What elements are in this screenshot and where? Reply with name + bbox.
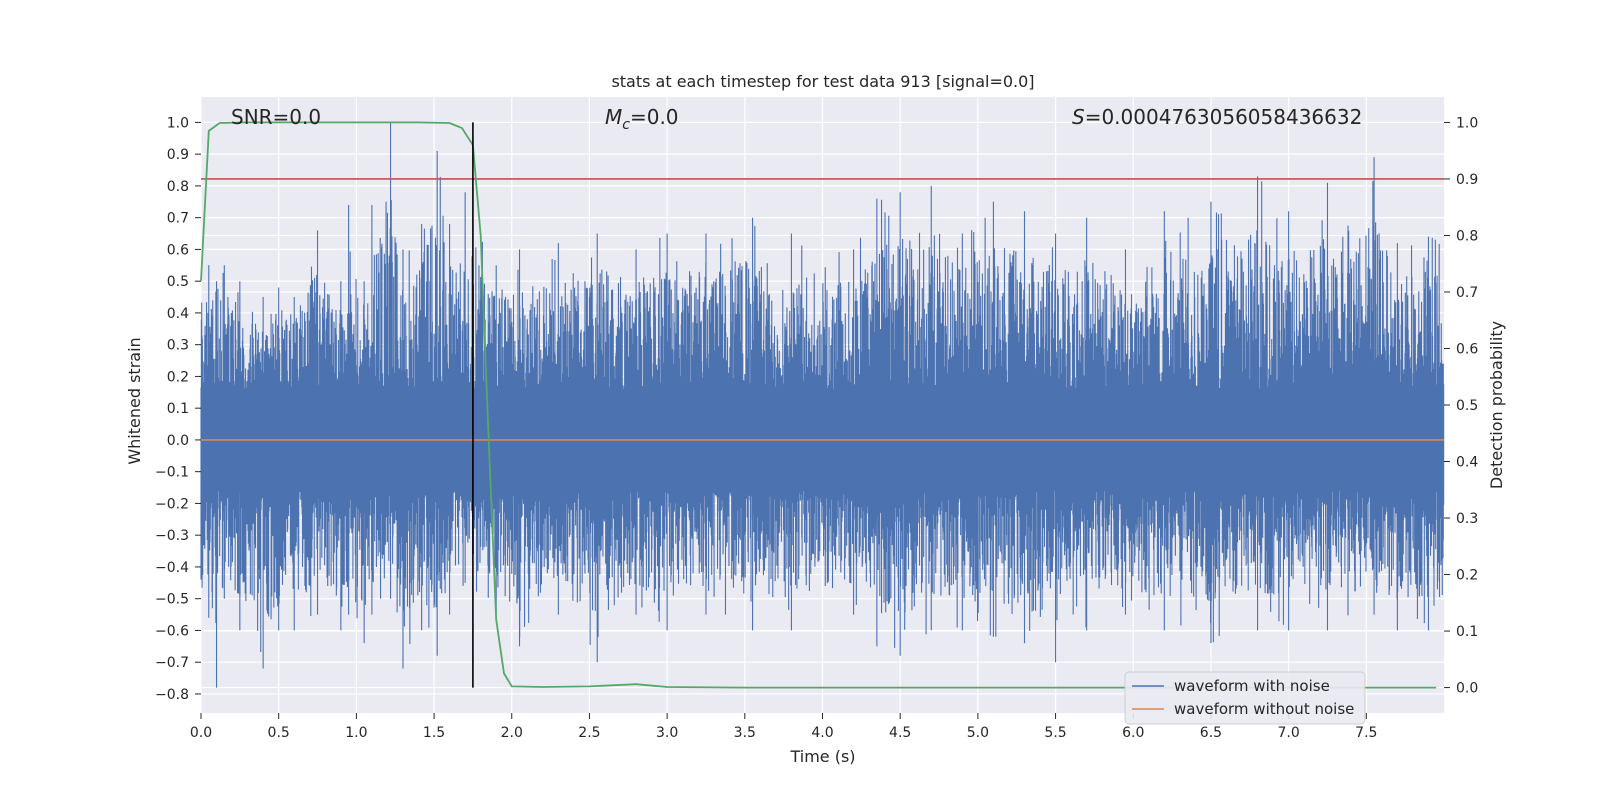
y-tick-label: −0.7 xyxy=(155,655,189,671)
x-tick-label: 3.5 xyxy=(734,725,756,741)
right-y-axis-label: Detection probability xyxy=(1487,321,1506,489)
y-tick-label: −0.1 xyxy=(155,465,189,481)
right-y-tick-label: 0.8 xyxy=(1456,228,1478,244)
x-tick-label: 2.5 xyxy=(578,725,600,741)
y-tick-label: 0.6 xyxy=(167,242,189,258)
right-y-tick-label: 0.3 xyxy=(1456,511,1478,527)
right-y-tick-label: 0.4 xyxy=(1456,455,1478,471)
x-tick-label: 5.5 xyxy=(1044,725,1066,741)
detection-probability-series xyxy=(200,121,1437,689)
x-tick-label: 7.0 xyxy=(1277,725,1299,741)
y-tick-label: −0.5 xyxy=(155,592,189,608)
right-y-tick-label: 0.0 xyxy=(1456,681,1478,697)
axes: 0.0 0.5 1.0 1.5 2.0 2.5 3.0 3.5 4.0 4.5 5.0 5.5 6.0 6… xyxy=(155,115,1478,741)
y-tick-label: 0.3 xyxy=(167,338,189,354)
right-y-tick-label: 0.9 xyxy=(1456,172,1478,188)
x-tick-label: 7.5 xyxy=(1355,725,1377,741)
x-tick-label: 6.5 xyxy=(1200,725,1222,741)
x-tick-label: 0.5 xyxy=(268,725,290,741)
y-axis-label: Whitened strain xyxy=(125,337,144,464)
x-tick-label: 0.0 xyxy=(190,725,212,741)
x-tick-label: 1.5 xyxy=(423,725,445,741)
legend-label-waveform-without-noise: waveform without noise xyxy=(1174,700,1354,718)
x-tick-label: 4.5 xyxy=(889,725,911,741)
detection-probability-line xyxy=(200,121,1437,689)
legend-box xyxy=(1124,671,1366,725)
chart-title: stats at each timestep for test data 913… xyxy=(611,72,1034,91)
right-y-tick-label: 0.6 xyxy=(1456,341,1478,357)
y-tick-label: −0.3 xyxy=(155,528,189,544)
x-tick-label: 3.0 xyxy=(656,725,678,741)
right-y-tick-label: 0.7 xyxy=(1456,285,1478,301)
y-tick-label: 0.5 xyxy=(167,274,189,290)
y-tick-label: −0.8 xyxy=(155,687,189,703)
x-axis-label: Time (s) xyxy=(789,747,855,766)
y-tick-label: −0.2 xyxy=(155,496,189,512)
y-tick-label: 0.4 xyxy=(167,306,189,322)
chirp-mass-annotation: Mc=0.0 xyxy=(605,105,679,133)
x-tick-label: 4.0 xyxy=(811,725,833,741)
x-tick-label: 6.0 xyxy=(1122,725,1144,741)
x-tick-label: 1.0 xyxy=(345,725,367,741)
y-tick-label: 0.8 xyxy=(167,179,189,195)
right-y-tick-label: 0.5 xyxy=(1456,398,1478,414)
y-tick-label: 0.2 xyxy=(167,369,189,385)
y-tick-label: 0.1 xyxy=(167,401,189,417)
y-tick-label: 0.9 xyxy=(167,147,189,163)
right-y-tick-label: 1.0 xyxy=(1456,115,1478,131)
right-y-tick-label: 0.2 xyxy=(1456,568,1478,584)
y-tick-label: 0.7 xyxy=(167,211,189,227)
snr-annotation: SNR=0.0 xyxy=(231,105,321,129)
y-tick-label: −0.4 xyxy=(155,560,189,576)
statistic-annotation: S=0.0004763056058436632 xyxy=(1072,105,1362,129)
right-y-tick-label: 0.1 xyxy=(1456,624,1478,640)
y-tick-label: 1.0 xyxy=(167,115,189,131)
y-tick-label: −0.6 xyxy=(155,623,189,639)
legend: waveform with noise waveform without noi… xyxy=(1124,671,1366,725)
x-tick-label: 2.0 xyxy=(501,725,523,741)
x-tick-label: 5.0 xyxy=(967,725,989,741)
legend-label-waveform-with-noise: waveform with noise xyxy=(1174,677,1330,695)
y-tick-label: 0.0 xyxy=(167,433,189,449)
